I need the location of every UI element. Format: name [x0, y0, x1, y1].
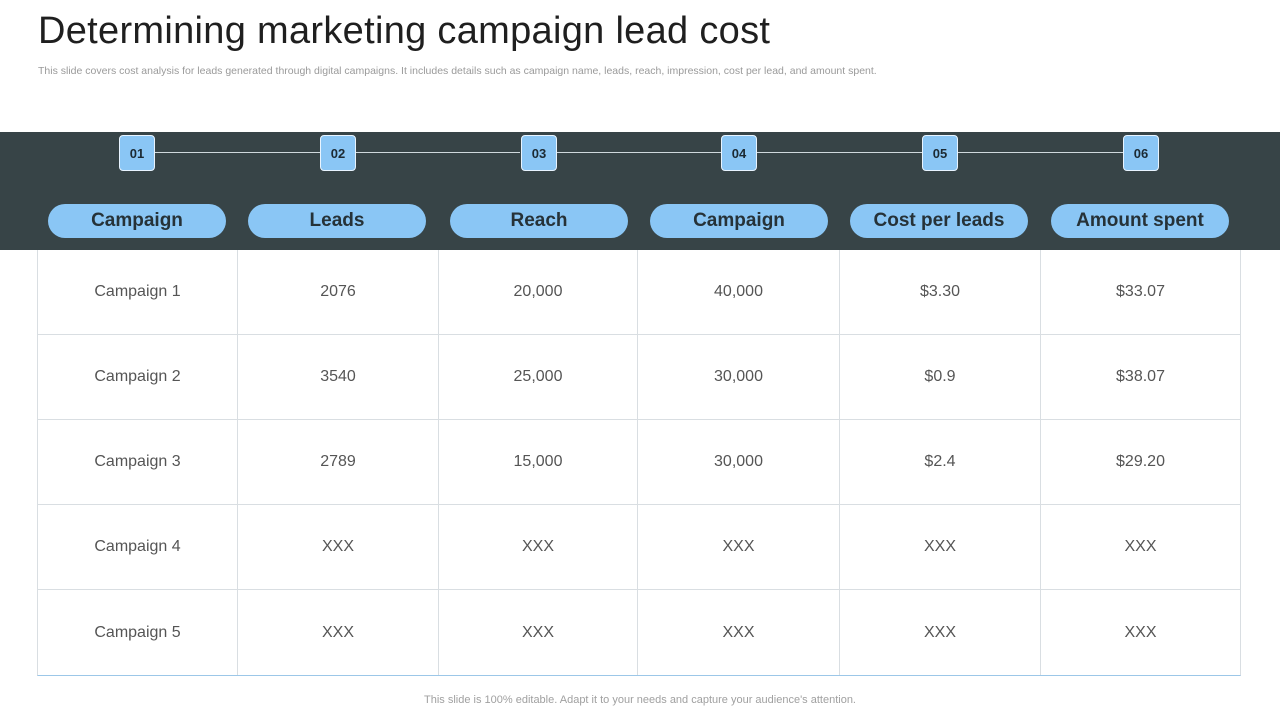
column-header-reach: Reach — [450, 204, 628, 238]
table-cell: Campaign 1 — [38, 250, 238, 335]
table-cell: $38.07 — [1041, 335, 1240, 420]
table-cell: 20,000 — [439, 250, 638, 335]
table-cell: Campaign 5 — [38, 590, 238, 675]
step-badge-01: 01 — [119, 135, 155, 171]
step-badge-06: 06 — [1123, 135, 1159, 171]
step-connector — [757, 152, 922, 153]
table-cell: Campaign 3 — [38, 420, 238, 505]
column-header-campaign: Campaign — [48, 204, 226, 238]
table-cell: 2789 — [238, 420, 439, 505]
page-title: Determining marketing campaign lead cost — [38, 10, 771, 52]
table-cell: 30,000 — [638, 335, 840, 420]
table-cell: $29.20 — [1041, 420, 1240, 505]
table-cell: XXX — [439, 505, 638, 590]
table-cell: 25,000 — [439, 335, 638, 420]
table-cell: 15,000 — [439, 420, 638, 505]
column-header-campaign-impressions: Campaign — [650, 204, 828, 238]
table-cell: XXX — [238, 505, 439, 590]
column-header-leads: Leads — [248, 204, 426, 238]
step-badge-03: 03 — [521, 135, 557, 171]
table-cell: XXX — [1041, 505, 1240, 590]
table-cell: XXX — [1124, 623, 1157, 641]
table-cell: $2.4 — [840, 420, 1041, 505]
table-cell: $33.07 — [1041, 250, 1240, 335]
table-cell: 40,000 — [638, 250, 840, 335]
table-cell: XXX — [439, 590, 638, 675]
table-cell: Campaign 2 — [38, 335, 238, 420]
step-connector — [155, 152, 320, 153]
step-badge-02: 02 — [320, 135, 356, 171]
table-cell: 2076 — [238, 250, 439, 335]
campaign-table: Campaign 1 2076 20,000 40,000 $3.30 $33.… — [37, 250, 1241, 676]
step-connector — [958, 152, 1123, 153]
table-cell: XXX — [238, 590, 439, 675]
step-badge-04: 04 — [721, 135, 757, 171]
table-cell: $0.9 — [840, 335, 1041, 420]
footer-note: This slide is 100% editable. Adapt it to… — [424, 694, 856, 706]
table-cell: 30,000 — [638, 420, 840, 505]
table-cell: XXX — [638, 590, 840, 675]
step-badge-05: 05 — [922, 135, 958, 171]
step-connector — [356, 152, 520, 153]
table-cell: XXX — [840, 590, 1041, 675]
column-header-cost-per-leads: Cost per leads — [850, 204, 1028, 238]
table-cell: XXX — [840, 505, 1041, 590]
table-cell: Campaign 4 — [38, 505, 238, 590]
table-cell: XXX — [638, 505, 840, 590]
page-subtitle: This slide covers cost analysis for lead… — [38, 65, 877, 77]
table-cell: 3540 — [238, 335, 439, 420]
table-cell: $3.30 — [840, 250, 1041, 335]
step-connector — [557, 152, 721, 153]
column-header-amount-spent: Amount spent — [1051, 204, 1229, 238]
